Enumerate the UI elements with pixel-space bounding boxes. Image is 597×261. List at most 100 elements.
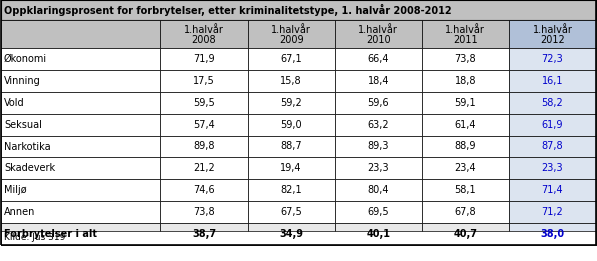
- Bar: [1, 179, 161, 201]
- Text: 2012: 2012: [540, 35, 565, 45]
- Text: 67,8: 67,8: [454, 207, 476, 217]
- Text: Annen: Annen: [4, 207, 35, 217]
- Text: 88,7: 88,7: [281, 141, 302, 151]
- Bar: [248, 135, 335, 157]
- Text: 19,4: 19,4: [281, 163, 302, 173]
- Bar: [161, 157, 248, 179]
- Bar: [509, 135, 596, 157]
- Text: 23,3: 23,3: [367, 163, 389, 173]
- Text: 63,2: 63,2: [367, 120, 389, 130]
- Text: 89,3: 89,3: [368, 141, 389, 151]
- Text: 38,7: 38,7: [192, 229, 216, 239]
- Bar: [1, 48, 161, 70]
- Text: Økonomi: Økonomi: [4, 54, 47, 64]
- Text: 23,3: 23,3: [541, 163, 563, 173]
- Text: 18,8: 18,8: [454, 76, 476, 86]
- Bar: [161, 48, 248, 70]
- Text: 69,5: 69,5: [367, 207, 389, 217]
- Text: 71,2: 71,2: [541, 207, 564, 217]
- Bar: [509, 92, 596, 114]
- Bar: [248, 157, 335, 179]
- Text: 89,8: 89,8: [193, 141, 215, 151]
- Text: Vinning: Vinning: [4, 76, 41, 86]
- Bar: [335, 48, 422, 70]
- Bar: [248, 48, 335, 70]
- Text: 87,8: 87,8: [541, 141, 563, 151]
- Bar: [509, 70, 596, 92]
- Text: 59,1: 59,1: [454, 98, 476, 108]
- Bar: [161, 20, 248, 48]
- Bar: [335, 223, 422, 245]
- Bar: [335, 201, 422, 223]
- Bar: [1, 135, 161, 157]
- Bar: [161, 70, 248, 92]
- Text: Oppklaringsprosent for forbrytelser, etter kriminalitetstype, 1. halvår 2008-201: Oppklaringsprosent for forbrytelser, ett…: [4, 4, 451, 16]
- Text: 40,1: 40,1: [366, 229, 390, 239]
- Bar: [509, 157, 596, 179]
- Bar: [422, 201, 509, 223]
- Text: 16,1: 16,1: [541, 76, 563, 86]
- Text: 59,0: 59,0: [281, 120, 302, 130]
- Text: Miljø: Miljø: [4, 185, 27, 195]
- Bar: [248, 70, 335, 92]
- Text: 15,8: 15,8: [281, 76, 302, 86]
- Bar: [335, 135, 422, 157]
- Text: 2008: 2008: [192, 35, 216, 45]
- Bar: [1, 0, 596, 20]
- Bar: [335, 70, 422, 92]
- Text: Skadeverk: Skadeverk: [4, 163, 55, 173]
- Text: 57,4: 57,4: [193, 120, 215, 130]
- Text: 67,1: 67,1: [281, 54, 302, 64]
- Text: Kilde: Jus 319: Kilde: Jus 319: [4, 234, 66, 242]
- Bar: [335, 179, 422, 201]
- Text: 74,6: 74,6: [193, 185, 215, 195]
- Bar: [422, 223, 509, 245]
- Text: 59,5: 59,5: [193, 98, 215, 108]
- Bar: [509, 20, 596, 48]
- Text: 71,4: 71,4: [541, 185, 563, 195]
- Text: 1.halvår: 1.halvår: [533, 25, 573, 35]
- Bar: [1, 20, 161, 48]
- Bar: [1, 114, 161, 135]
- Bar: [335, 157, 422, 179]
- Bar: [509, 114, 596, 135]
- Bar: [248, 179, 335, 201]
- Text: 58,1: 58,1: [454, 185, 476, 195]
- Text: 73,8: 73,8: [454, 54, 476, 64]
- Text: Seksual: Seksual: [4, 120, 42, 130]
- Bar: [161, 201, 248, 223]
- Text: 38,0: 38,0: [540, 229, 565, 239]
- Text: 1.halvår: 1.halvår: [358, 25, 398, 35]
- Text: 80,4: 80,4: [368, 185, 389, 195]
- Bar: [422, 70, 509, 92]
- Text: Forbrytelser i alt: Forbrytelser i alt: [4, 229, 97, 239]
- Text: 58,2: 58,2: [541, 98, 564, 108]
- Bar: [335, 92, 422, 114]
- Text: 88,9: 88,9: [454, 141, 476, 151]
- Text: 61,9: 61,9: [541, 120, 563, 130]
- Bar: [509, 201, 596, 223]
- Text: Narkotika: Narkotika: [4, 141, 51, 151]
- Bar: [248, 92, 335, 114]
- Bar: [509, 48, 596, 70]
- Bar: [248, 20, 335, 48]
- Bar: [509, 223, 596, 245]
- Text: 67,5: 67,5: [280, 207, 302, 217]
- Text: 40,7: 40,7: [453, 229, 478, 239]
- Bar: [422, 114, 509, 135]
- Text: 2009: 2009: [279, 35, 303, 45]
- Bar: [509, 179, 596, 201]
- Text: 21,2: 21,2: [193, 163, 215, 173]
- Bar: [422, 135, 509, 157]
- Text: 59,6: 59,6: [367, 98, 389, 108]
- Bar: [248, 223, 335, 245]
- Bar: [422, 157, 509, 179]
- Text: 66,4: 66,4: [368, 54, 389, 64]
- Text: 17,5: 17,5: [193, 76, 215, 86]
- Bar: [248, 114, 335, 135]
- Bar: [422, 179, 509, 201]
- Bar: [422, 20, 509, 48]
- Text: 23,4: 23,4: [454, 163, 476, 173]
- Bar: [1, 231, 596, 245]
- Bar: [161, 114, 248, 135]
